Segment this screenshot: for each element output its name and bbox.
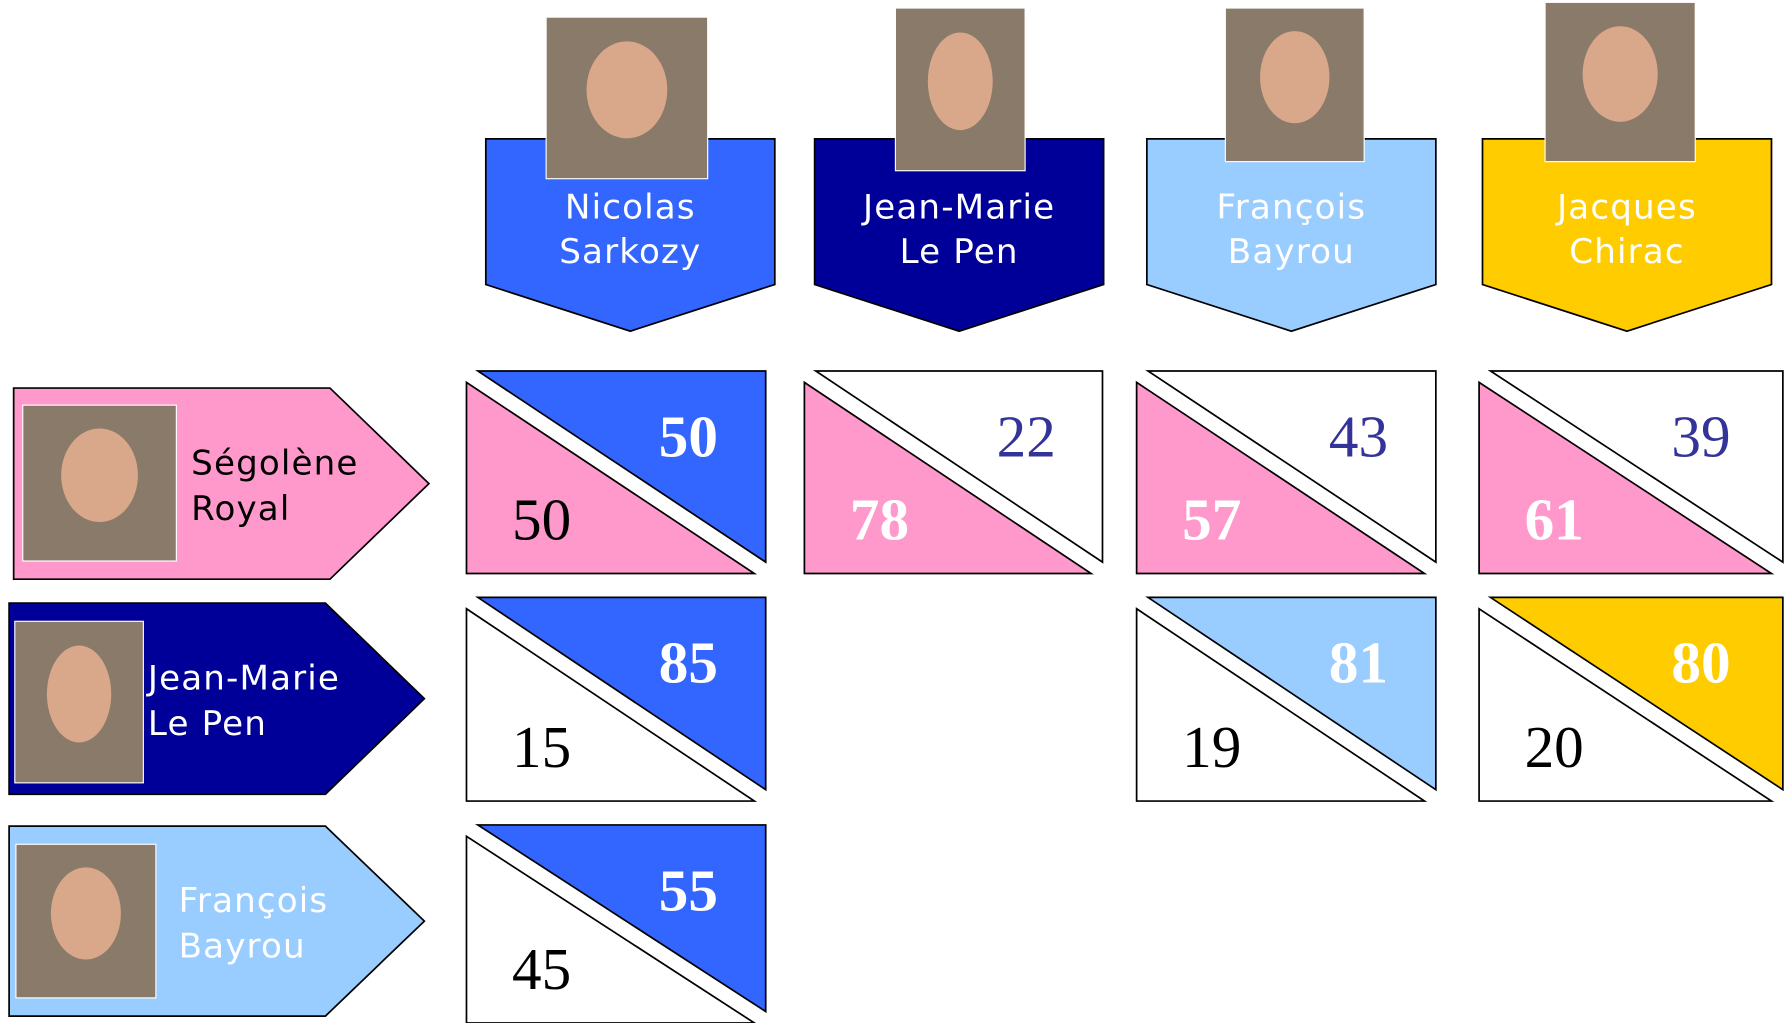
row-name: Jean-Marie [146,659,340,699]
column-header [484,138,776,333]
column-score: 80 [1671,630,1730,696]
column-triangle [475,370,767,564]
row-triangle [465,380,758,575]
photo-face [1582,26,1658,122]
row-score: 15 [512,714,571,780]
column-score: 39 [1671,403,1730,469]
row-name: François [179,881,329,921]
column-triangle [475,596,767,792]
row-triangle [1478,607,1775,802]
column-triangle [1487,596,1784,792]
row-triangle [1478,380,1775,575]
column-name: Nicolas [565,188,696,228]
column-header [1481,138,1773,333]
row-triangle [1135,607,1428,802]
row-name: Ségolène [191,444,358,484]
row-name: Royal [191,489,290,529]
row-score: 57 [1182,486,1241,552]
photo-face [50,867,121,960]
row-score: 61 [1525,486,1584,552]
column-score: 22 [997,403,1056,469]
row-score: 20 [1525,714,1584,780]
column-name: Jean-Marie [861,188,1055,228]
row-score: 45 [512,936,571,1002]
column-header [1146,138,1437,333]
row-score: 78 [850,486,909,552]
row-name: Le Pen [148,704,267,744]
row-triangle [803,380,1094,575]
row-score: 50 [512,486,571,552]
photo-face [586,41,668,139]
column-name: Chirac [1569,232,1684,272]
column-name: Le Pen [900,232,1019,272]
column-score: 43 [1329,403,1388,469]
column-name: François [1216,188,1366,228]
row-name: Bayrou [179,927,306,967]
photo-face [927,32,993,131]
column-triangle [474,824,767,1014]
photo-face [61,428,138,523]
column-triangle [1145,370,1437,564]
photo-face [46,645,112,743]
row-triangle [465,607,758,802]
column-score: 50 [659,403,718,469]
column-score: 85 [659,630,718,696]
row-score: 19 [1182,714,1241,780]
column-name: Jacques [1555,188,1697,228]
column-triangle [1145,596,1437,792]
column-header [813,138,1105,333]
column-score: 55 [659,857,718,923]
row-triangle [1135,380,1428,575]
column-score: 81 [1329,630,1388,696]
column-triangle [812,370,1104,564]
column-name: Bayrou [1228,232,1355,272]
column-name: Sarkozy [559,232,701,272]
column-triangle [1487,370,1784,564]
photo-face [1260,31,1330,124]
